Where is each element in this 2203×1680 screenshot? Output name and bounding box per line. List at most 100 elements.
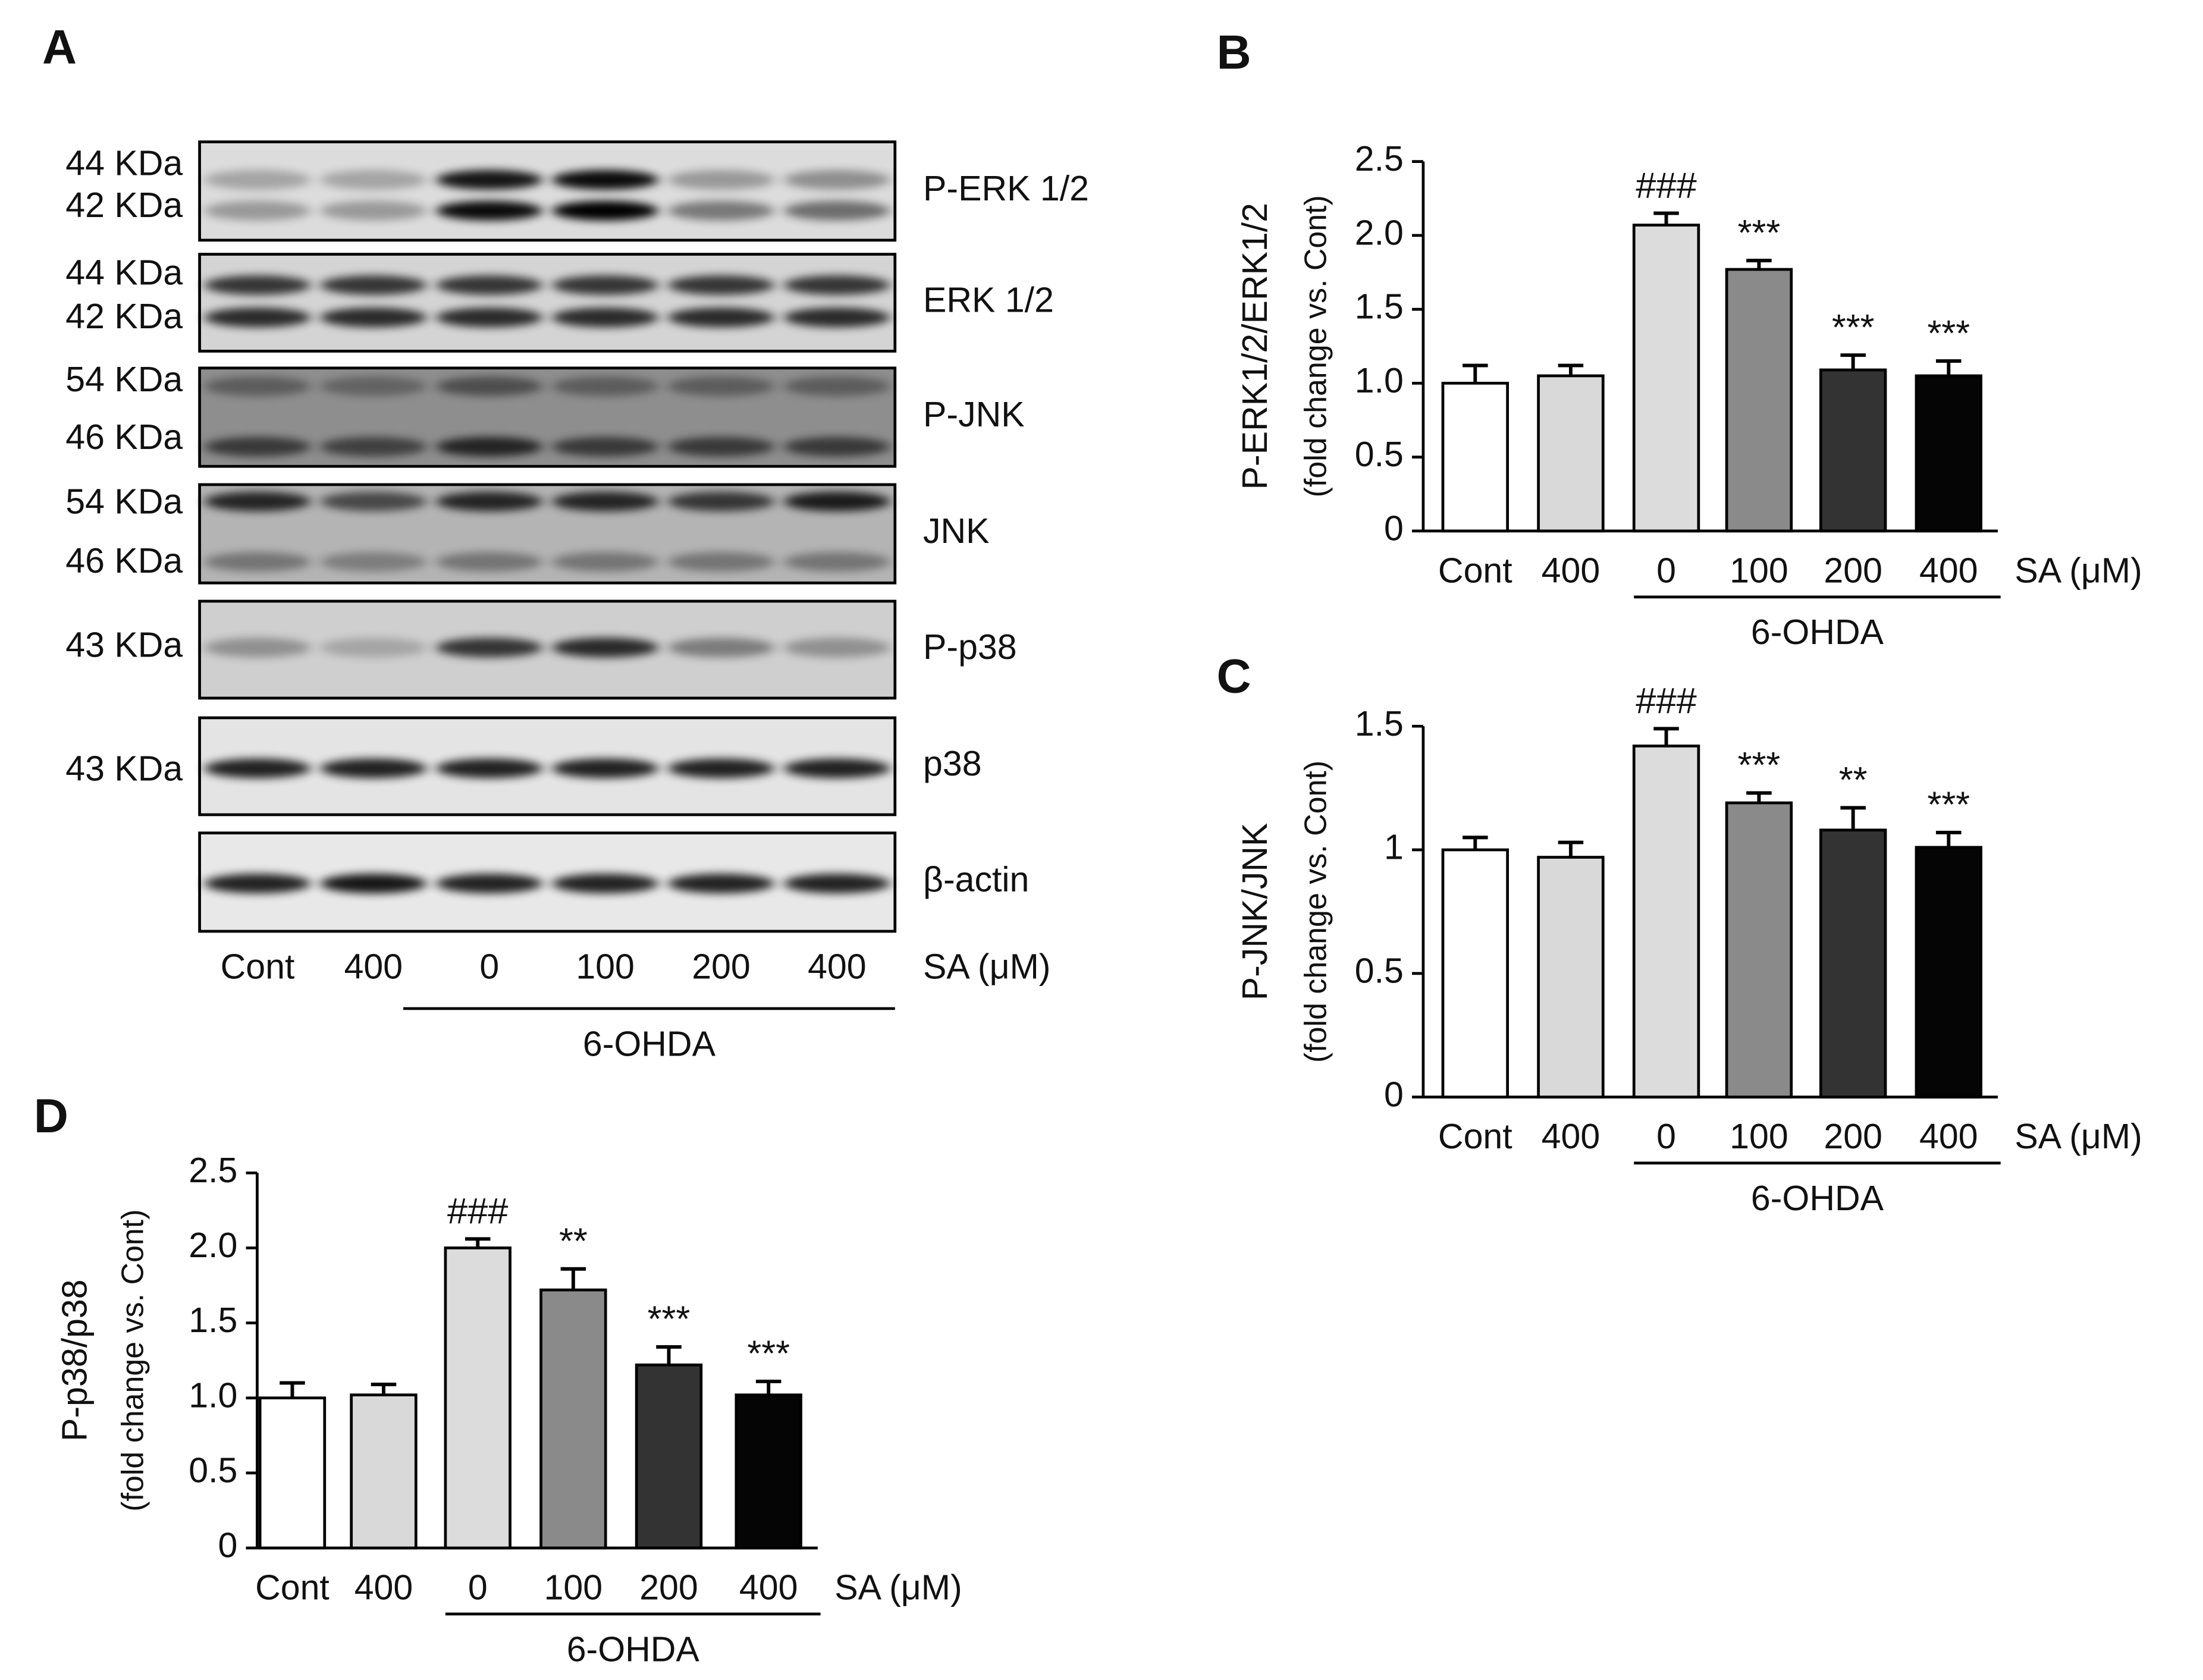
error-bar — [1936, 359, 1962, 376]
lane-label: 400 — [344, 947, 403, 986]
panel-label: A — [42, 20, 77, 74]
lane-label: 100 — [576, 947, 635, 986]
y-axis-label: (fold change vs. Cont) — [1298, 195, 1333, 497]
x-tick-label: 0 — [1656, 1117, 1676, 1156]
x-axis-label: SA (μM) — [2014, 1117, 2142, 1156]
bar — [1725, 268, 1793, 533]
error-bar — [1746, 791, 1772, 803]
y-tick-label: 2.0 — [1355, 213, 1404, 252]
y-tick-label: 2.0 — [189, 1226, 237, 1265]
significance-label: ** — [1839, 759, 1868, 800]
blot-band — [436, 552, 543, 572]
blot-frame — [198, 599, 897, 700]
y-tick-label: 2.5 — [189, 1151, 237, 1190]
blot-band — [436, 758, 543, 778]
error-bar — [1558, 363, 1584, 376]
panel-label: C — [1217, 649, 1251, 703]
blot-band — [551, 200, 659, 221]
x-tick-label: 400 — [1542, 551, 1601, 590]
lane-label: 0 — [479, 947, 499, 986]
bar — [258, 1396, 327, 1550]
group-label: 6-OHDA — [1751, 613, 1884, 652]
blot-band — [204, 275, 311, 296]
blot-row-label: β-actin — [923, 860, 1029, 899]
blot-background — [199, 601, 895, 698]
x-axis-label: SA (μM) — [923, 947, 1050, 986]
blot-row-label: P-JNK — [923, 395, 1025, 434]
blot-band — [551, 437, 659, 457]
x-tick-label: 400 — [1919, 551, 1978, 590]
error-bar — [1653, 211, 1679, 225]
y-tick-label: 1.0 — [1355, 361, 1404, 400]
blot-band — [320, 376, 427, 397]
blot-band — [320, 758, 427, 778]
blot-row-label: JNK — [923, 511, 990, 551]
blot-band — [436, 169, 543, 190]
blot-band — [783, 437, 890, 457]
lane-label: 200 — [692, 947, 751, 986]
bar — [1725, 801, 1793, 1099]
blot-band — [551, 758, 659, 778]
blot-band — [783, 552, 890, 572]
blot-band — [320, 491, 427, 511]
blot-band — [320, 874, 427, 894]
error-bar — [656, 1345, 682, 1365]
error-bar — [1463, 836, 1488, 850]
blot-band — [667, 437, 775, 457]
bar — [1632, 224, 1700, 533]
blot-frame — [198, 716, 897, 817]
significance-label: *** — [1738, 212, 1781, 253]
kda-label: 43 KDa — [65, 749, 183, 788]
blot-band — [667, 169, 775, 190]
blot-band — [436, 437, 543, 457]
kda-label: 44 KDa — [65, 143, 183, 183]
blot-band — [436, 275, 543, 296]
blot-band — [204, 169, 311, 190]
blot-band — [204, 307, 311, 328]
blot-band — [204, 200, 311, 221]
bar — [1441, 848, 1509, 1099]
blot-background — [199, 484, 895, 583]
significance-label: *** — [1832, 307, 1875, 348]
blot-frame — [198, 831, 897, 933]
group-label: 6-OHDA — [583, 1024, 716, 1063]
error-bar — [1746, 259, 1772, 270]
lane-label: 400 — [808, 947, 867, 986]
significance-label: *** — [648, 1299, 691, 1340]
blot-band — [667, 758, 775, 778]
significance-label: ### — [1636, 165, 1696, 206]
bar — [735, 1393, 802, 1550]
blot-frame — [198, 483, 897, 585]
bar — [1819, 828, 1887, 1099]
y-tick-label: 0 — [1384, 1075, 1404, 1114]
group-label: 6-OHDA — [567, 1629, 700, 1669]
blot-band — [551, 307, 659, 328]
y-tick-label: 1.0 — [189, 1376, 237, 1415]
blot-row-label: p38 — [923, 744, 982, 783]
y-tick-label: 1.5 — [189, 1301, 237, 1340]
bar — [1441, 382, 1509, 533]
blot-band — [783, 307, 890, 328]
x-tick-label: 200 — [639, 1568, 698, 1607]
significance-label: *** — [1927, 313, 1970, 354]
significance-label: ** — [559, 1220, 588, 1261]
x-tick-label: 400 — [1542, 1117, 1601, 1156]
blot-band — [783, 169, 890, 190]
blot-band — [320, 638, 427, 658]
blot-band — [320, 200, 427, 221]
x-axis-label: SA (μM) — [834, 1568, 962, 1607]
significance-label: *** — [1927, 784, 1970, 825]
error-bar — [1558, 840, 1584, 858]
blot-band — [436, 200, 543, 221]
y-axis-label: P-JNK/JNK — [1235, 823, 1275, 1001]
bar — [444, 1246, 511, 1550]
blot-band — [320, 552, 427, 572]
kda-label: 54 KDa — [65, 482, 183, 522]
blot-band — [320, 275, 427, 296]
y-tick-label: 0.5 — [189, 1450, 237, 1490]
blot-band — [551, 552, 659, 572]
significance-label: *** — [747, 1333, 790, 1374]
blot-band — [204, 758, 311, 778]
bar — [1537, 374, 1605, 533]
blot-band — [436, 307, 543, 328]
